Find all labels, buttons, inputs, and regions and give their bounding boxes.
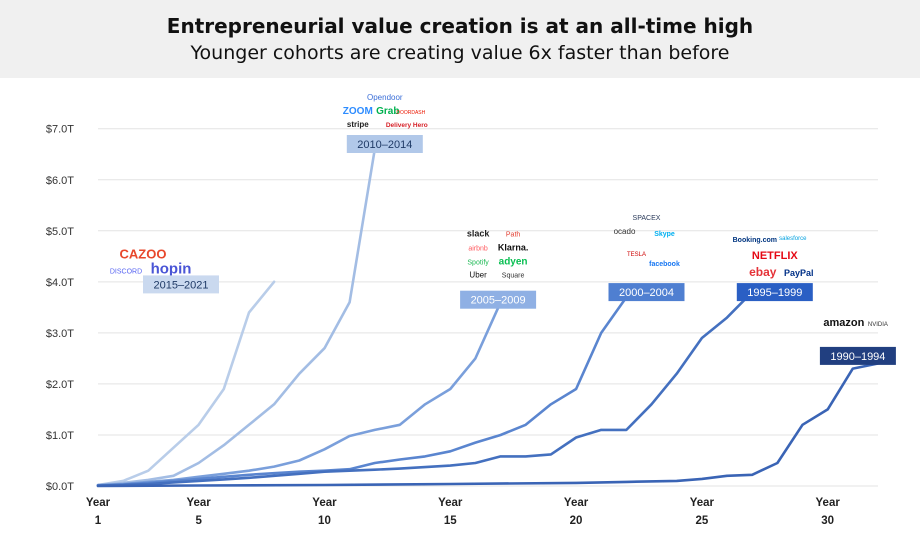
- logo-nvidia: NVIDIA: [868, 322, 888, 328]
- y-tick-label: $3.0T: [46, 328, 74, 340]
- series-line-5: [96, 290, 754, 487]
- x-tick-label-line1: Year: [438, 497, 463, 509]
- logo-slack: slack: [467, 229, 491, 239]
- series-line-1: [96, 280, 276, 487]
- cohort-label-5: 1995–1999: [747, 287, 802, 299]
- cohort-labels: 2015–2021 2010–2014 2005–2009 2000–2004 1995…: [143, 135, 896, 365]
- logo-opendoor: Opendoor: [367, 93, 403, 102]
- logo-amazon: amazon: [823, 317, 864, 329]
- logo-salesforce: salesforce: [779, 236, 807, 242]
- y-tick-label: $5.0T: [46, 226, 74, 238]
- logo-ocado: ocado: [614, 227, 636, 236]
- logo-tesla: TESLA: [627, 252, 646, 258]
- series-line-4: [96, 290, 653, 487]
- y-axis: $0.0T $1.0T $2.0T $3.0T $4.0T $5.0T $6.0T $7.0T: [46, 124, 74, 493]
- logo-spotify: Spotify: [467, 260, 489, 267]
- logo-stripe: stripe: [347, 120, 369, 129]
- logo-zoom: ZOOM: [343, 106, 373, 117]
- x-axis: Year 1 Year 5 Year 10 Year 15 Year 20 Year 25 Year 30: [86, 497, 841, 527]
- logo-spacex: SPACEX: [633, 215, 661, 222]
- x-tick-label-line1: Year: [312, 497, 337, 509]
- y-tick-label: $1.0T: [46, 430, 74, 442]
- logo-doordash: DOORDASH: [396, 110, 425, 116]
- logo-ebay: ebay: [749, 265, 777, 279]
- x-tick-label-line2: 5: [195, 515, 202, 527]
- page-title: Entrepreneurial value creation is at an …: [166, 14, 754, 38]
- cohort-label-box: [819, 346, 896, 365]
- x-tick-label-line2: 30: [821, 515, 834, 527]
- logo-path: Path: [506, 232, 521, 239]
- series-line-2: [96, 147, 377, 487]
- logo-grab: Grab: [376, 106, 399, 117]
- x-tick-label-line1: Year: [564, 497, 589, 509]
- cohort-logos: CAZOO DISCORD hopin Opendoor ZOOM GrabDOORDAS…: [110, 93, 888, 329]
- x-tick-label-line1: Year: [86, 497, 111, 509]
- x-tick-label-line1: Year: [816, 497, 841, 509]
- logo-discord: DISCORD: [110, 268, 142, 275]
- y-tick-label: $7.0T: [46, 124, 74, 136]
- page-subtitle: Younger cohorts are creating value 6x fa…: [190, 42, 730, 64]
- cohort-label-box: [346, 135, 423, 153]
- x-tick-label-line1: Year: [186, 497, 211, 509]
- y-tick-label: $4.0T: [46, 277, 74, 289]
- cohort-label-4: 2000–2004: [619, 287, 674, 299]
- cohort-label-box: [608, 283, 685, 302]
- cohort-label-box: [460, 290, 537, 309]
- x-tick-label-line2: 1: [95, 515, 102, 527]
- logo-hopin: hopin: [151, 260, 192, 277]
- x-tick-label-line2: 10: [318, 515, 331, 527]
- logo-klarna-: Klarna.: [498, 243, 529, 253]
- y-tick-label: $6.0T: [46, 175, 74, 187]
- y-tick-label: $0.0T: [46, 481, 74, 493]
- logo-paypal: PayPal: [784, 268, 814, 278]
- x-tick-label-line2: 25: [695, 515, 708, 527]
- logo-uber: Uber: [469, 271, 487, 280]
- header-banner: Entrepreneurial value creation is at an …: [0, 0, 920, 78]
- y-tick-label: $2.0T: [46, 379, 74, 391]
- cohort-label-3: 2005–2009: [471, 295, 526, 307]
- line-chart: $0.0T $1.0T $2.0T $3.0T $4.0T $5.0T $6.0T $7.0T…: [46, 93, 896, 527]
- x-tick-label-line2: 20: [570, 515, 583, 527]
- series-lines: [96, 147, 880, 488]
- cohort-label-1: 2015–2021: [153, 279, 208, 291]
- chart-grid: [98, 128, 878, 487]
- series-line-3: [96, 301, 502, 487]
- logo-skype: Skype: [654, 231, 675, 238]
- logo-adyen: adyen: [499, 257, 528, 268]
- logo-netflix: NETFLIX: [752, 250, 798, 262]
- logo-square: Square: [502, 273, 525, 280]
- logo-airbnb: airbnb: [468, 246, 488, 253]
- series-line-6: [96, 362, 880, 488]
- chart-container: $0.0T $1.0T $2.0T $3.0T $4.0T $5.0T $6.0T $7.0T…: [0, 78, 920, 548]
- cohort-label-2: 2010–2014: [357, 139, 412, 151]
- logo-facebook: facebook: [649, 261, 680, 268]
- cohort-label-box: [143, 275, 219, 294]
- logo-booking-com: Booking.com: [733, 237, 777, 244]
- x-tick-label-line2: 15: [444, 515, 457, 527]
- logo-cazoo: CAZOO: [120, 246, 167, 261]
- cohort-label-box: [736, 283, 813, 302]
- logo-delivery-hero: Delivery Hero: [386, 122, 428, 129]
- x-tick-label-line1: Year: [690, 497, 715, 509]
- cohort-label-6: 1990–1994: [830, 351, 885, 363]
